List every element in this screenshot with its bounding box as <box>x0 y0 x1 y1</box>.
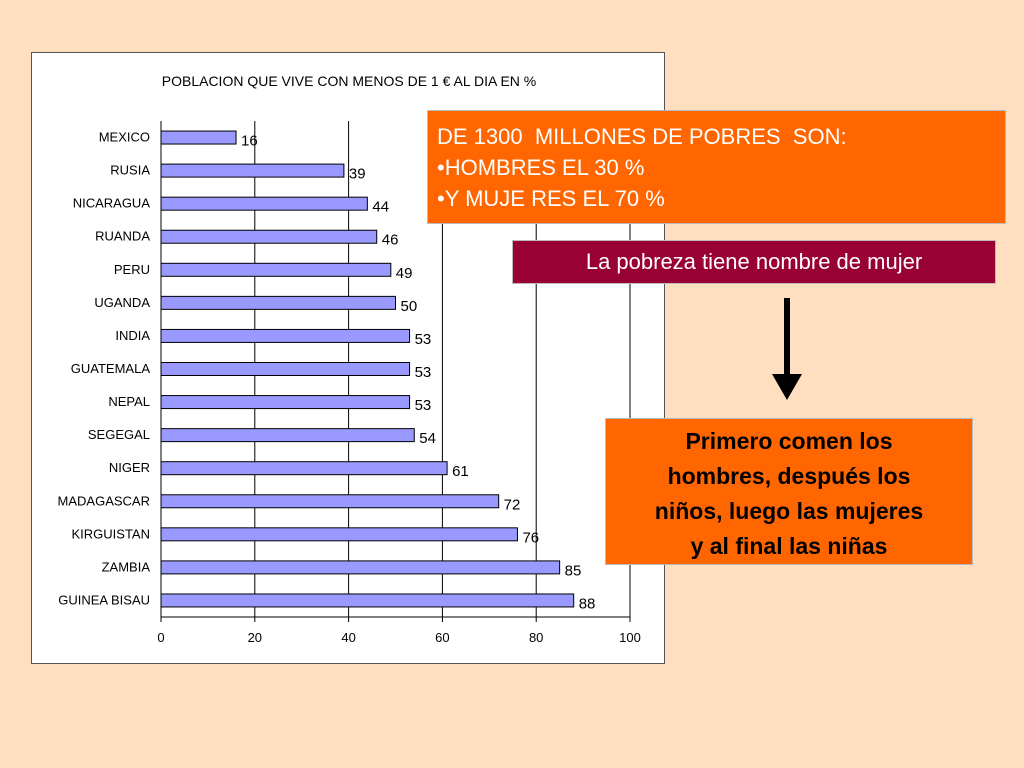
eating-order-line-3: niños, luego las mujeres <box>654 498 924 524</box>
x-tick-label: 100 <box>619 630 641 645</box>
bar <box>160 262 392 277</box>
data-label: 76 <box>522 529 539 546</box>
data-label: 53 <box>415 364 432 381</box>
category-label: SEGEGAL <box>88 427 150 442</box>
x-tick-label: 40 <box>341 630 355 645</box>
bar <box>160 593 575 608</box>
category-label: ZAMBIA <box>102 559 151 574</box>
arrow-down-icon <box>772 298 802 400</box>
poverty-stats-line-1: DE 1300 MILLONES DE POBRES SON: <box>437 124 847 149</box>
data-label: 44 <box>372 199 389 216</box>
bar <box>160 494 500 509</box>
bar <box>160 328 411 343</box>
x-tick-label: 0 <box>157 630 164 645</box>
bar <box>160 560 561 575</box>
bar <box>160 461 448 476</box>
category-label: KIRGUISTAN <box>72 526 151 541</box>
x-tick-label: 20 <box>248 630 262 645</box>
category-label: UGANDA <box>94 295 150 310</box>
eating-order-box: Primero comen los hombres, después los n… <box>605 418 973 565</box>
category-label: INDIA <box>115 328 150 343</box>
category-label: GUINEA BISAU <box>58 592 150 607</box>
category-label: MADAGASCAR <box>58 493 150 508</box>
poverty-woman-text: La pobreza tiene nombre de mujer <box>585 249 923 274</box>
data-label: 50 <box>401 298 418 315</box>
data-label: 53 <box>415 397 432 414</box>
poverty-stats-line-3: •Y MUJE RES EL 70 % <box>437 186 665 211</box>
category-label: RUSIA <box>110 163 150 178</box>
axis-layer: 0 20 40 60 80 100 MEXICO RUSIA NICARAGUA RUANDA PE… <box>58 121 641 645</box>
bar <box>160 295 396 310</box>
eating-order-line-1: Primero comen los <box>685 428 893 454</box>
bar <box>160 395 411 410</box>
bar <box>160 196 368 211</box>
bar <box>160 229 378 244</box>
data-label: 49 <box>396 265 413 282</box>
data-label: 61 <box>452 463 469 480</box>
data-label: 53 <box>415 331 432 348</box>
poverty-stats-line-2: •HOMBRES EL 30 % <box>437 155 645 180</box>
bar <box>160 163 345 178</box>
category-label: NICARAGUA <box>73 196 151 211</box>
category-label: RUANDA <box>95 229 150 244</box>
bar <box>160 130 237 145</box>
category-label: NIGER <box>109 460 150 475</box>
eating-order-line-4: y al final las niñas <box>690 533 888 559</box>
poverty-woman-banner: La pobreza tiene nombre de mujer <box>512 240 996 284</box>
bar <box>160 527 518 542</box>
x-tick-label: 80 <box>529 630 543 645</box>
data-label: 46 <box>382 232 399 249</box>
bar <box>160 428 415 443</box>
data-label: 54 <box>419 430 436 447</box>
category-label: MEXICO <box>99 130 150 145</box>
data-label: 85 <box>565 562 582 579</box>
category-label: GUATEMALA <box>71 361 151 376</box>
data-label: 39 <box>349 166 366 183</box>
bar <box>160 362 411 376</box>
x-tick-label: 60 <box>435 630 449 645</box>
category-label: PERU <box>114 262 150 277</box>
bar-chart: POBLACION QUE VIVE CON MENOS DE 1 € AL D… <box>58 73 641 645</box>
data-label: 16 <box>241 133 258 150</box>
data-label: 88 <box>579 595 596 612</box>
chart-title: POBLACION QUE VIVE CON MENOS DE 1 € AL D… <box>162 73 536 89</box>
data-label: 72 <box>504 496 521 513</box>
category-label: NEPAL <box>108 394 150 409</box>
eating-order-line-2: hombres, después los <box>667 463 911 489</box>
poverty-stats-box: DE 1300 MILLONES DE POBRES SON: •HOMBRES… <box>427 110 1006 224</box>
